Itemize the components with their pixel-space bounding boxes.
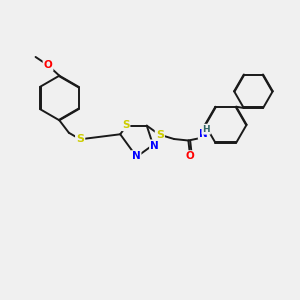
Text: S: S: [76, 134, 84, 144]
Text: S: S: [122, 120, 129, 130]
Text: O: O: [185, 151, 194, 161]
Text: N: N: [199, 129, 208, 139]
Text: N: N: [150, 140, 159, 151]
Text: S: S: [156, 130, 164, 140]
Text: O: O: [44, 60, 52, 70]
Text: H: H: [202, 125, 210, 134]
Text: N: N: [132, 151, 140, 161]
